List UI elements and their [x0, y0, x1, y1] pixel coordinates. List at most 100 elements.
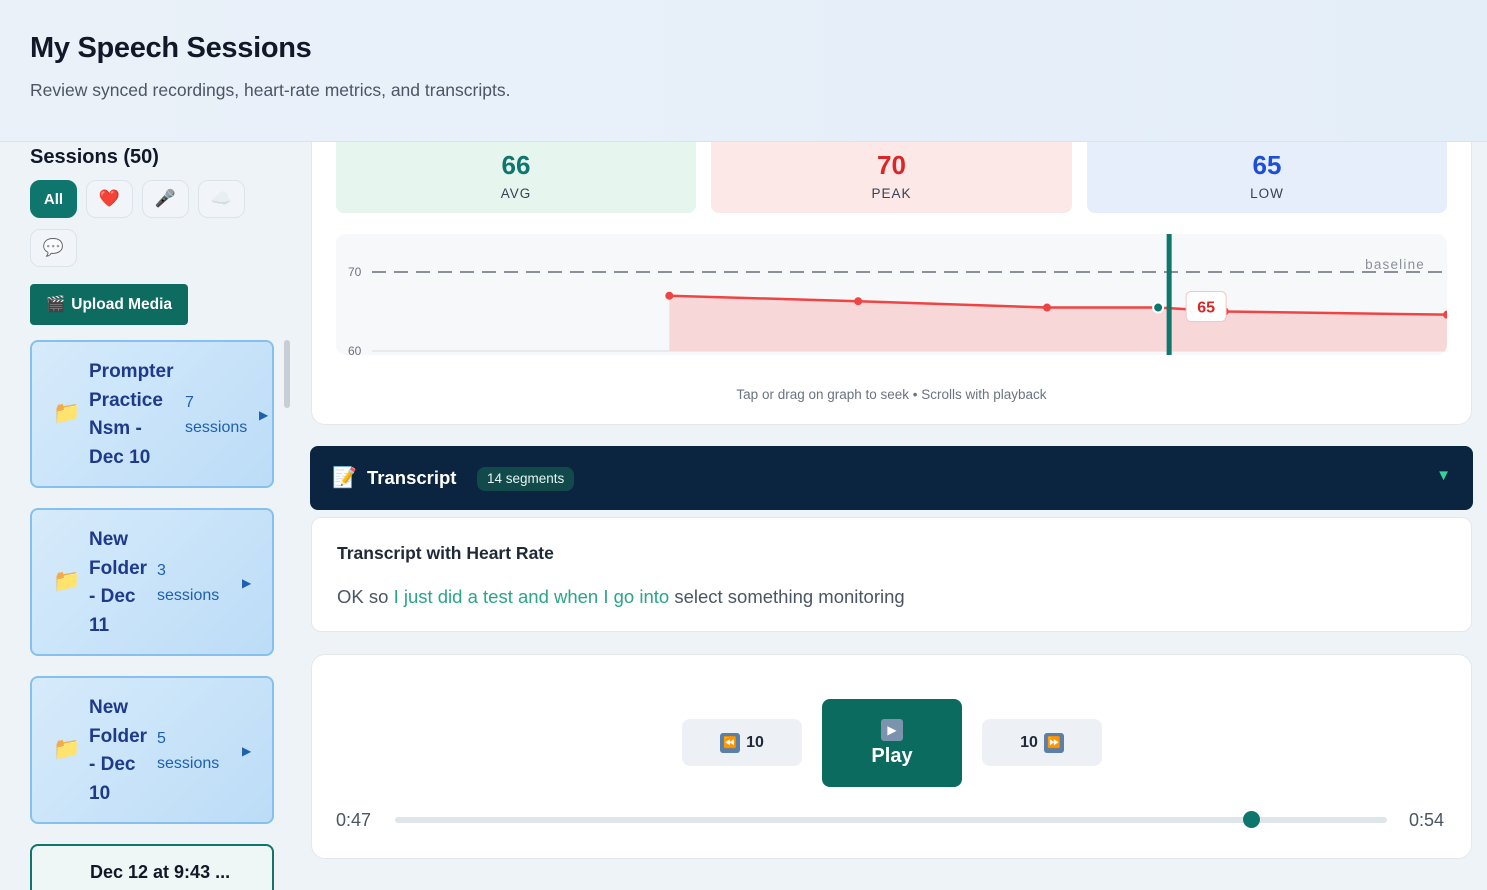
speech-bubble-icon: 💬: [42, 238, 65, 257]
heart-rate-chart-svg[interactable]: 70 60 baseline 65: [336, 234, 1447, 355]
transcript-text-active[interactable]: I just did a test and when I go into: [393, 586, 670, 607]
series-line: [669, 294, 1447, 316]
y-tick-label: 60: [348, 344, 362, 355]
folder-session-count: 7 sessions: [185, 390, 247, 440]
peak-stat: 70 PEAK: [711, 142, 1072, 213]
peak-value: 70: [877, 150, 906, 180]
avg-value: 66: [501, 150, 531, 180]
folder-name-line: Prompter: [89, 361, 174, 382]
folder-count-label: sessions: [185, 419, 248, 436]
session-title: Dec 12 at 9:43 ...: [90, 862, 231, 882]
folder-icon: 📁: [53, 400, 81, 425]
avg-label: AVG: [500, 186, 532, 201]
folder-name-line: Practice: [89, 389, 163, 411]
forward-label: 10: [1020, 733, 1038, 751]
folder-card[interactable]: 📁 New Folder - Dec 11 3 sessions ▶: [30, 508, 274, 656]
play-button[interactable]: ▶ Play: [822, 699, 962, 787]
chevron-right-icon: ▶: [242, 576, 252, 590]
heart-icon: ❤️: [98, 189, 121, 208]
session-card[interactable]: Dec 12 at 9:43 ...: [30, 844, 274, 890]
page-subtitle: Review synced recordings, heart-rate met…: [30, 80, 511, 100]
microphone-icon: 🎤: [154, 189, 177, 208]
filter-microphone-button[interactable]: 🎤: [142, 180, 189, 218]
data-point: [1443, 310, 1447, 319]
folder-count-label: sessions: [157, 755, 220, 772]
current-time: 0:47: [336, 810, 372, 830]
rewind-label: 10: [746, 733, 764, 751]
fast-forward-icon: ⏩: [1043, 732, 1064, 753]
data-point: [1043, 303, 1052, 312]
upload-media-label: Upload Media: [71, 295, 173, 313]
filter-all-button[interactable]: All: [30, 180, 77, 218]
sessions-title: Sessions (50): [30, 146, 159, 168]
page-header: My Speech Sessions Review synced recordi…: [0, 0, 1487, 142]
playhead-value-label: 65: [1197, 300, 1215, 317]
chevron-right-icon: ▶: [242, 744, 252, 758]
folder-name-line: 10: [89, 782, 111, 804]
transcript-header[interactable]: 📝 Transcript 14 segments ▼: [310, 446, 1473, 510]
seek-bar[interactable]: [395, 817, 1387, 823]
playhead-point: [1152, 301, 1165, 314]
folder-count-number: 3: [157, 562, 166, 579]
sidebar-scrollbar[interactable]: [284, 340, 290, 408]
folder-name-line: New: [89, 529, 129, 550]
chevron-right-icon: ▶: [259, 408, 269, 422]
area-fill: [669, 295, 1447, 351]
folder-name-line: Folder: [89, 725, 148, 747]
folder-name-line: 11: [89, 614, 110, 636]
forward-10-button[interactable]: 10 ⏩: [982, 719, 1102, 766]
memo-icon: 📝: [332, 467, 357, 489]
folder-name: Prompter Practice Nsm - Dec 10: [89, 358, 179, 472]
seek-thumb[interactable]: [1243, 811, 1261, 828]
data-point: [665, 291, 674, 300]
folder-name-line: Folder: [89, 557, 148, 579]
low-stat: 65 LOW: [1087, 142, 1447, 213]
folder-count-number: 7: [185, 394, 194, 411]
transcript-title: Transcript: [367, 467, 457, 488]
total-time: 0:54: [1409, 810, 1445, 830]
play-label: Play: [871, 745, 913, 767]
folder-name-line: - Dec: [89, 754, 136, 775]
peak-label: PEAK: [871, 186, 912, 201]
transcript-text: OK so I just did a test and when I go in…: [337, 586, 905, 608]
baseline-label: baseline: [1365, 257, 1425, 272]
low-label: LOW: [1250, 186, 1284, 201]
folder-session-count: 3 sessions: [157, 558, 219, 608]
folder-name-line: Nsm -: [89, 418, 142, 439]
low-value: 65: [1252, 150, 1282, 180]
folder-session-count: 5 sessions: [157, 726, 219, 776]
filter-cloud-button[interactable]: ☁️: [198, 180, 245, 218]
playhead-tooltip: [1185, 291, 1227, 323]
folder-count-label: sessions: [157, 587, 220, 604]
play-icon: ▶: [881, 719, 903, 741]
data-point: [854, 297, 863, 306]
filter-transcript-button[interactable]: 💬: [30, 229, 77, 267]
folder-name-line: Dec 10: [89, 446, 151, 468]
cloud-icon: ☁️: [210, 189, 233, 208]
clapperboard-icon: 🎬: [45, 296, 66, 313]
rewind-10-button[interactable]: ⏪ 10: [682, 719, 802, 766]
filter-heart-button[interactable]: ❤️: [86, 180, 133, 218]
rewind-icon: ⏪: [720, 732, 741, 753]
transcript-text-before[interactable]: OK so: [337, 586, 394, 607]
heart-rate-chart[interactable]: 70 60 baseline 65: [336, 234, 1447, 355]
upload-media-button[interactable]: 🎬 Upload Media: [30, 284, 188, 325]
transcript-text-after[interactable]: select something monitoring: [669, 586, 905, 607]
transcript-heading: Transcript with Heart Rate: [337, 543, 554, 563]
folder-card[interactable]: 📁 Prompter Practice Nsm - Dec 10 7 sessi…: [30, 340, 274, 488]
chart-hint: Tap or drag on graph to seek • Scrolls w…: [736, 387, 1047, 402]
transcript-card: Transcript with Heart Rate OK so I just …: [311, 517, 1472, 632]
folder-name-line: New: [89, 697, 129, 718]
folder-name: New Folder - Dec 10: [89, 694, 159, 808]
folder-card[interactable]: 📁 New Folder - Dec 10 5 sessions ▶: [30, 676, 274, 824]
page-title: My Speech Sessions: [30, 32, 312, 64]
folder-icon: 📁: [53, 568, 81, 593]
avg-stat: 66 AVG: [336, 142, 696, 213]
y-tick-label: 70: [348, 265, 362, 279]
folder-name: New Folder - Dec 11: [89, 526, 159, 640]
folder-count-number: 5: [157, 730, 166, 747]
folder-name-line: - Dec: [89, 586, 136, 607]
segments-badge: 14 segments: [477, 467, 575, 491]
chevron-down-icon[interactable]: ▼: [1436, 467, 1451, 484]
folder-icon: 📁: [53, 736, 81, 761]
